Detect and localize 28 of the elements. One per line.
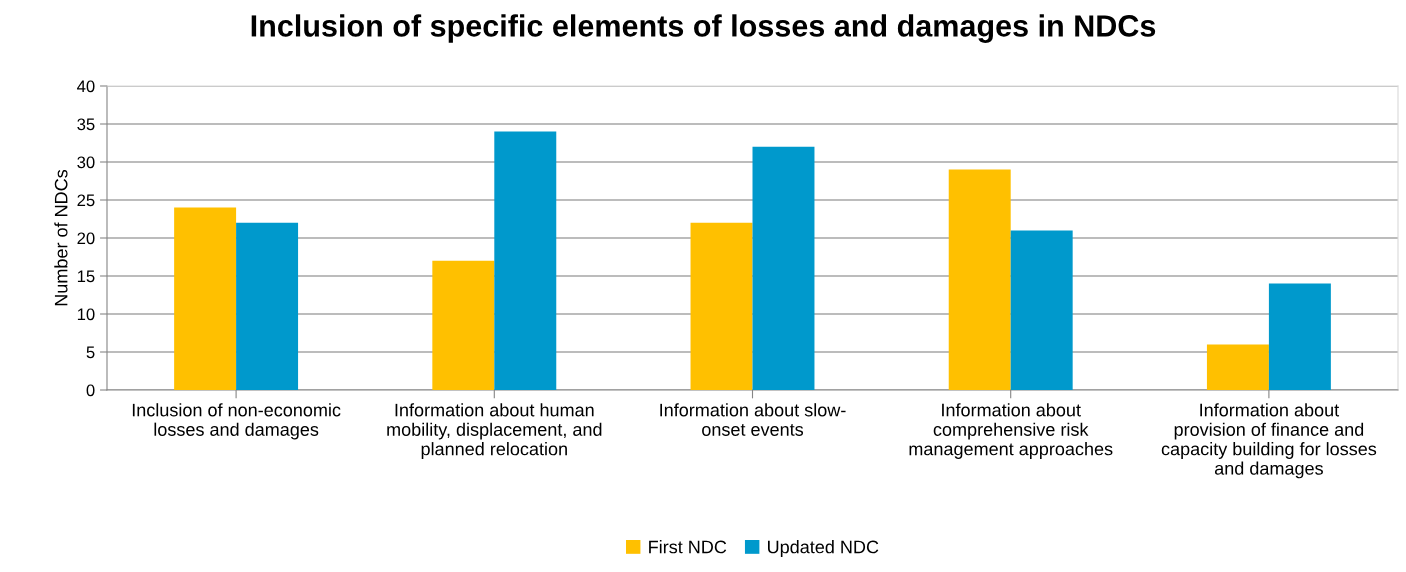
bar <box>948 169 1011 390</box>
bar <box>690 222 753 390</box>
bar <box>432 260 495 390</box>
y-tick-label: 5 <box>86 346 95 359</box>
y-tick-label: 0 <box>86 384 95 397</box>
y-tick-label: 30 <box>77 156 95 169</box>
bar <box>174 207 237 390</box>
y-axis-title: Number of NDCs <box>54 169 68 306</box>
x-tick-label: Information about comprehensive risk management approaches <box>909 403 1113 459</box>
y-tick-label: 25 <box>77 194 95 207</box>
bar <box>1010 230 1073 390</box>
legend-label: First NDC <box>649 540 727 554</box>
legend-label: Updated NDC <box>768 540 879 557</box>
bar <box>1268 283 1331 390</box>
y-tick-label: 20 <box>77 232 95 245</box>
bar <box>1206 344 1269 390</box>
chart-title: Inclusion of specific elements of losses and damages in NDCs <box>251 14 1156 43</box>
x-tick-label: Information about human mobility, displacement, and planned relocation <box>387 403 602 459</box>
y-tick-label: 35 <box>77 118 95 131</box>
y-tick-label: 10 <box>77 308 95 321</box>
x-tick-label: Inclusion of non-economic losses and damages <box>132 403 341 440</box>
bar <box>236 222 299 390</box>
y-tick-label: 15 <box>77 270 95 283</box>
bar <box>494 131 557 390</box>
x-tick-label: Information about slow- onset events <box>660 403 846 436</box>
x-tick-label: Information about provision of finance and capacity building for losses and damages <box>1161 403 1377 479</box>
bar <box>752 146 815 390</box>
y-tick-label: 40 <box>77 80 95 93</box>
